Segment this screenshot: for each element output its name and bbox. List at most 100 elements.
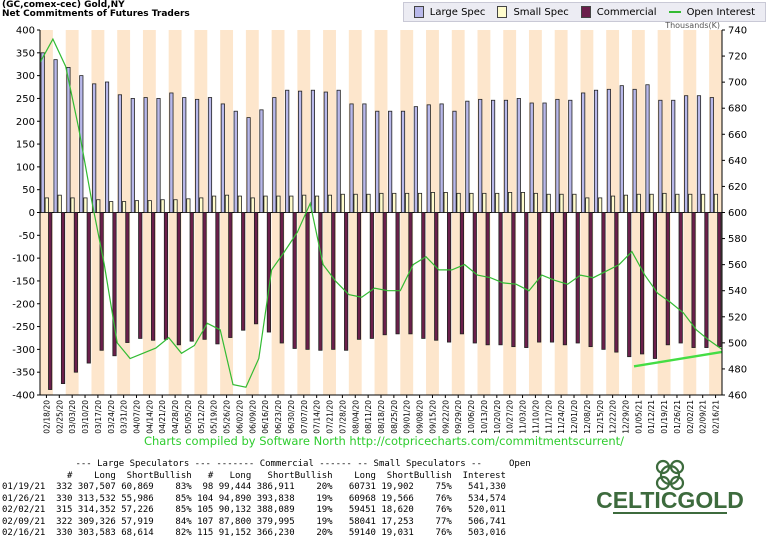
commercial-bar [151,212,156,341]
x-tick-label: 10/06/20 [467,400,476,434]
x-tick-label: 12/01/20 [570,400,579,434]
table-row: 02/16/21 330 303,583 68,614 82% 115 91,152 366,… [2,528,531,540]
table-cell: 01/19/21 [2,482,46,492]
small-spec-bar [598,197,603,213]
small-spec-bar [662,192,667,213]
x-tick-label: 02/18/20 [42,400,51,434]
table-cell: 388,089 [256,505,295,515]
large-spec-bar [336,89,341,213]
x-tick-label: 09/08/20 [416,400,425,434]
commercial-bar [305,212,310,350]
chart-legend: Large Spec Small Spec Commercial Open In… [402,2,766,22]
commercial-bar [60,212,66,384]
x-tick-label: 01/05/21 [634,400,643,434]
table-cell: 01/26/21 [2,493,46,504]
small-spec-bar [70,197,75,213]
table-group-label: -- Small Speculators -- [357,459,482,469]
small-spec-bar [289,195,294,213]
small-spec-bar [199,197,204,213]
table-cell: 379,995 [256,516,295,527]
table-cell: Bullish [413,470,452,481]
commercial-bar [704,212,709,348]
table-cell: 20% [316,482,333,492]
x-tick-label: 12/29/20 [621,400,630,434]
x-tick-label: 10/20/20 [493,400,502,434]
commercial-bar [48,212,53,390]
left-tick-label: 50 [22,185,35,196]
x-tick-label: 05/26/20 [223,400,232,434]
x-tick-label: 10/13/20 [480,400,489,434]
table-cell: # [67,470,73,481]
legend-open-interest: Open Interest [668,6,755,18]
large-spec-bar [195,98,200,213]
small-spec-bar [327,194,332,213]
commercial-bar [601,212,606,350]
table-cell: 02/16/21 [2,528,46,538]
cot-data-table: --- Large Speculators --- ------- Commerc… [2,459,531,540]
table-cell: 332 [56,482,73,492]
commercial-bar [614,212,619,353]
large-spec-bar [516,98,521,213]
left-tick-label: 300 [16,71,35,82]
large-spec-bar [388,110,393,213]
table-cell: 91,152 [218,528,252,538]
legend-large-spec: Large Spec [413,6,485,18]
x-tick-label: 05/12/20 [197,400,206,434]
table-row: 01/19/21 332 307,507 60,869 83% 98 99,444 386,9… [2,482,531,494]
right-tick-label: 480 [728,364,747,375]
small-spec-bar [495,192,500,213]
small-spec-bar [688,193,693,213]
small-spec-bar [379,192,384,213]
commercial-bar [446,212,452,343]
large-spec-bar [426,104,431,213]
large-spec-bar [452,110,457,213]
small-spec-bar [134,200,139,213]
celtic-knot-icon [655,459,685,491]
table-cell: 85% [175,505,192,515]
table-cell: 313,532 [77,493,116,504]
table-cell: 90,132 [218,505,252,515]
commercial-bar [485,212,490,346]
large-spec-bar [182,97,187,213]
left-tick-label: -250 [12,322,35,333]
x-tick-label: 12/15/20 [596,400,605,434]
small-spec-bar [160,199,165,213]
x-tick-label: 07/14/20 [313,400,322,434]
large-spec-bar [130,98,135,213]
small-spec-bar [469,192,474,213]
large-spec-bar [66,67,71,213]
left-tick-label: -350 [12,368,35,379]
small-spec-bar [533,192,538,213]
table-cell: 322 [56,516,73,527]
small-spec-bar [701,193,706,213]
commercial-bar [331,212,336,350]
table-cell: 82% [175,528,192,538]
large-spec-bar [207,97,213,213]
x-tick-label: 02/25/20 [55,400,64,434]
commercial-bar [472,212,477,344]
commercial-bar [665,212,670,346]
small-spec-bar [353,193,358,213]
table-cell: 87,800 [218,516,252,527]
small-spec-bar [212,195,217,213]
small-spec-bar [623,194,628,213]
right-tick-label: 540 [728,286,747,297]
commercial-bar [640,212,645,355]
table-cell: 83% [175,482,192,492]
large-spec-bar [709,97,714,213]
small-spec-bar [263,195,268,213]
commercial-bar [549,212,555,343]
commercial-bar [344,212,349,351]
table-cell: Long [94,470,116,481]
x-tick-label: 10/27/20 [506,400,515,434]
table-cell: 506,741 [468,516,506,527]
commercial-bar [382,212,387,336]
table-cell: 18,620 [381,505,414,515]
legend-label-open-interest: Open Interest [686,6,755,18]
commercial-bar [99,212,104,351]
table-group-label: ------- Commercial ------ [216,459,352,469]
x-tick-label: 05/19/20 [210,400,219,434]
small-spec-bar [302,194,307,213]
table-cell: Short [386,470,414,481]
x-tick-label: 03/17/20 [94,400,103,434]
